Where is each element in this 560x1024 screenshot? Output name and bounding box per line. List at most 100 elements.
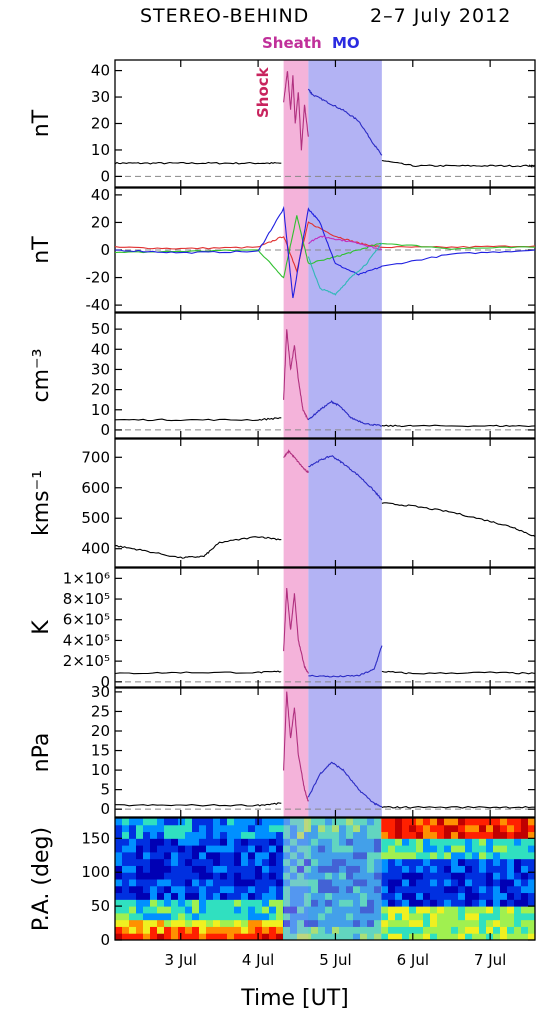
- heatmap-cell: [486, 865, 494, 873]
- heatmap-cell: [458, 912, 466, 921]
- heatmap-cell: [374, 851, 382, 860]
- heatmap-cell: [276, 824, 284, 833]
- heatmap-cell: [402, 926, 410, 934]
- heatmap-cell: [465, 872, 473, 880]
- heatmap-cell: [199, 885, 207, 894]
- heatmap-cell: [115, 926, 123, 934]
- heatmap-cell: [472, 926, 480, 934]
- heatmap-cell: [493, 824, 501, 833]
- heatmap-cell: [346, 838, 354, 846]
- heatmap-cell: [430, 858, 438, 866]
- heatmap-cell: [269, 919, 277, 927]
- heatmap-cell: [528, 892, 536, 900]
- heatmap-cell: [115, 885, 123, 894]
- heatmap-cell: [185, 824, 193, 833]
- heatmap-cell: [374, 858, 382, 866]
- heatmap-cell: [255, 879, 263, 887]
- heatmap-cell: [444, 818, 452, 826]
- heatmap-cell: [500, 824, 508, 833]
- heatmap-cell: [290, 824, 298, 833]
- heatmap-cell: [493, 851, 501, 860]
- heatmap-cell: [178, 818, 186, 826]
- heatmap-cell: [262, 831, 270, 839]
- heatmap-cell: [241, 919, 249, 927]
- heatmap-cell: [304, 892, 312, 900]
- heatmap-cell: [122, 885, 130, 894]
- heatmap-cell: [276, 933, 284, 941]
- heatmap-cell: [304, 899, 312, 907]
- panel-2: -40 -20 0 20 40 nT: [29, 186, 536, 314]
- heatmap-cell: [493, 838, 501, 846]
- series-line: [307, 761, 383, 808]
- heatmap-cell: [129, 912, 137, 921]
- heatmap-cell: [206, 926, 214, 934]
- heatmap-cell: [290, 831, 298, 839]
- heatmap-cell: [367, 818, 375, 826]
- panel-frame: [114, 687, 536, 818]
- heatmap-cell: [402, 831, 410, 839]
- heatmap-cell: [479, 845, 487, 853]
- heatmap-cell: [472, 824, 480, 833]
- heatmap-cell: [486, 851, 494, 860]
- heatmap-cell: [157, 912, 165, 921]
- heatmap-cell: [178, 885, 186, 894]
- heatmap-cell: [423, 933, 431, 941]
- heatmap-cell: [472, 879, 480, 887]
- heatmap-cell: [311, 892, 319, 900]
- heatmap-cell: [192, 858, 200, 866]
- heatmap-cell: [325, 879, 333, 887]
- heatmap-cell: [444, 885, 452, 894]
- heatmap-cell: [262, 858, 270, 866]
- heatmap-cell: [304, 865, 312, 873]
- heatmap-cell: [332, 865, 340, 873]
- panel-3: 0 10 20 30 40 50 cm⁻³: [29, 312, 536, 439]
- heatmap-cell: [311, 851, 319, 860]
- heatmap-cell: [332, 926, 340, 934]
- heatmap-cell: [206, 879, 214, 887]
- heatmap-cell: [185, 865, 193, 873]
- heatmap-cell: [311, 872, 319, 880]
- heatmap-cell: [150, 838, 158, 846]
- heatmap-cell: [507, 879, 515, 887]
- heatmap-cell: [185, 906, 193, 914]
- heatmap-cell: [423, 906, 431, 914]
- heatmap-cell: [444, 831, 452, 839]
- panel-frame: [114, 438, 536, 568]
- heatmap-cell: [339, 912, 347, 921]
- heatmap-cell: [521, 892, 529, 900]
- heatmap-cell: [465, 818, 473, 826]
- heatmap-cell: [472, 892, 480, 900]
- heatmap-cell: [185, 851, 193, 860]
- heatmap-cell: [164, 885, 172, 894]
- heatmap-cell: [262, 879, 270, 887]
- heatmap-cell: [269, 912, 277, 921]
- heatmap-cell: [227, 885, 235, 894]
- heatmap-cell: [388, 872, 396, 880]
- heatmap-cell: [178, 933, 186, 941]
- panels: 010203040nT-40-2002040nT01020304050cm⁻³4…: [29, 59, 536, 969]
- heatmap-cell: [458, 845, 466, 853]
- heatmap-cell: [381, 845, 389, 853]
- heatmap-cell: [136, 885, 144, 894]
- heatmap-cell: [353, 919, 361, 927]
- heatmap-cell: [423, 824, 431, 833]
- heatmap-cell: [388, 865, 396, 873]
- heatmap-cell: [465, 885, 473, 894]
- heatmap-cell: [143, 818, 151, 826]
- heatmap-cell: [353, 892, 361, 900]
- heatmap-cell: [192, 872, 200, 880]
- heatmap-cell: [416, 858, 424, 866]
- heatmap-cell: [248, 831, 256, 839]
- heatmap-cell: [479, 858, 487, 866]
- heatmap-cell: [507, 845, 515, 853]
- heatmap-cell: [276, 865, 284, 873]
- heatmap-cell: [346, 879, 354, 887]
- heatmap-cell: [171, 926, 179, 934]
- heatmap-cell: [115, 872, 123, 880]
- heatmap-cell: [479, 824, 487, 833]
- y-tick-label: 40: [91, 340, 110, 358]
- heatmap-cell: [528, 824, 536, 833]
- heatmap-cell: [241, 838, 249, 846]
- heatmap-cell: [409, 892, 417, 900]
- heatmap-cell: [318, 824, 326, 833]
